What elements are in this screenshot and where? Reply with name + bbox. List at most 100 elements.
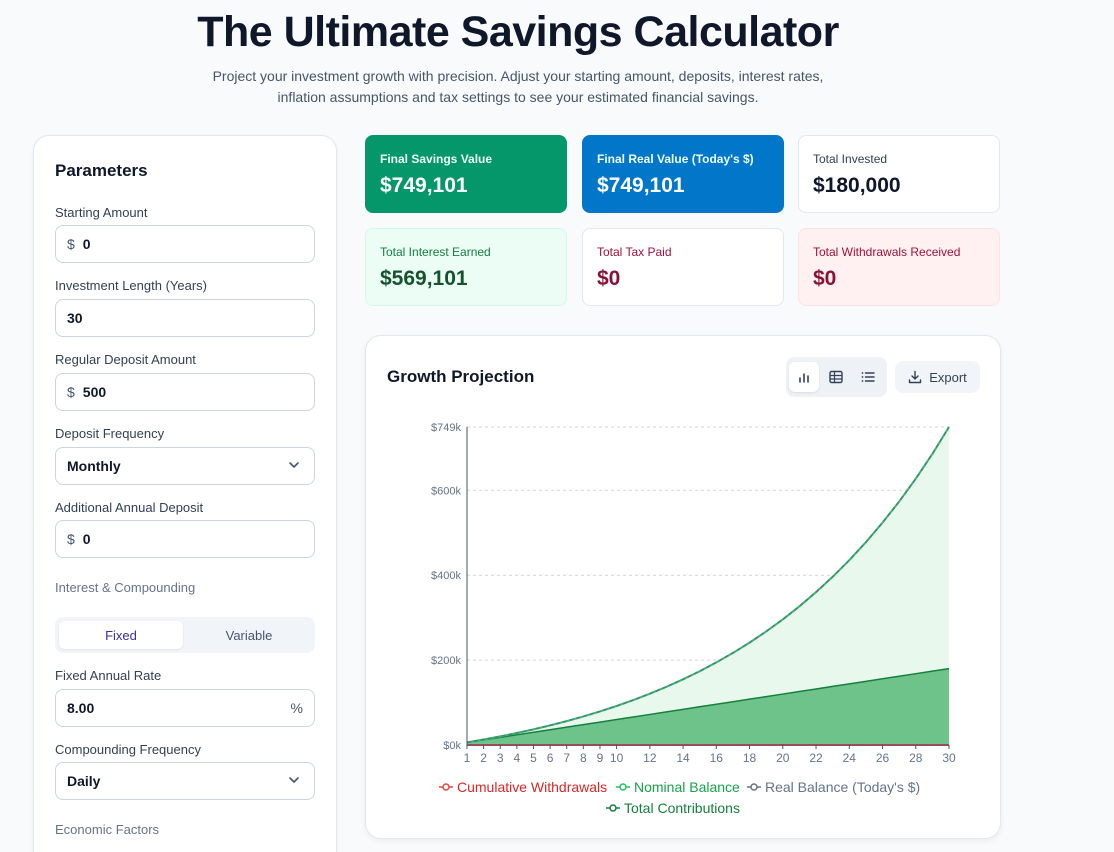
deposit-frequency-select[interactable]: Monthly — [55, 447, 315, 485]
final-savings-card: Final Savings Value $749,101 — [365, 135, 567, 213]
x-tick-label: 20 — [776, 751, 790, 765]
x-tick-label: 6 — [547, 751, 554, 765]
y-tick-label: $749k — [431, 422, 461, 434]
x-tick-label: 8 — [580, 751, 587, 765]
total-contributions-line — [466, 667, 950, 744]
compounding-select[interactable]: Daily — [55, 762, 315, 800]
export-label: Export — [929, 369, 967, 385]
x-tick-label: 5 — [530, 751, 537, 765]
list-view-button[interactable] — [853, 362, 883, 392]
x-tick-label: 22 — [809, 751, 823, 765]
additional-deposit-label: Additional Annual Deposit — [55, 500, 204, 515]
x-tick-label: 7 — [563, 751, 570, 765]
total-invested-label: Total Invested — [813, 152, 888, 166]
percent-suffix: % — [290, 700, 303, 716]
starting-amount-input[interactable]: $ 0 — [55, 225, 315, 263]
x-tick-label: 12 — [643, 751, 657, 765]
starting-amount-value: 0 — [82, 236, 91, 252]
total-withdrawals-label: Total Withdrawals Received — [813, 245, 961, 259]
x-tick-label: 4 — [514, 751, 521, 765]
y-tick-label: $400k — [431, 570, 461, 582]
fixed-rate-label: Fixed Annual Rate — [55, 668, 162, 683]
y-tick-label: $600k — [431, 485, 461, 497]
y-tick-label: $200k — [431, 655, 461, 667]
real-balance-line — [466, 426, 950, 744]
regular-deposit-value: 500 — [82, 384, 107, 400]
x-tick-label: 1 — [464, 751, 471, 765]
growth-projection-panel: Growth Projection Export $0k $200k $400k $6… — [365, 335, 1001, 839]
legend-swatch-marker — [609, 804, 617, 812]
rate-mode-variable[interactable]: Variable — [225, 627, 273, 643]
total-interest-label: Total Interest Earned — [380, 245, 491, 259]
legend-swatch-marker — [750, 783, 758, 791]
chevron-down-icon — [289, 462, 299, 468]
x-tick-label: 10 — [610, 751, 624, 765]
fixed-rate-input[interactable]: 8.00 % — [55, 689, 315, 727]
table-view-button[interactable] — [821, 362, 851, 392]
total-invested-value: $180,000 — [813, 174, 901, 197]
x-tick-label: 9 — [597, 751, 604, 765]
interest-section-label: Interest & Compounding — [55, 580, 196, 595]
total-interest-value: $569,101 — [380, 267, 468, 290]
investment-length-input[interactable]: 30 — [55, 299, 315, 337]
x-tick-label: 2 — [480, 751, 487, 765]
chart-title: Growth Projection — [387, 367, 535, 386]
x-tick-label: 24 — [843, 751, 857, 765]
final-real-value: $749,101 — [597, 174, 685, 197]
legend-label: Real Balance (Today's $) — [765, 779, 920, 795]
additional-deposit-value: 0 — [82, 531, 91, 547]
deposit-frequency-value: Monthly — [67, 458, 121, 474]
x-tick-label: 28 — [909, 751, 923, 765]
regular-deposit-label: Regular Deposit Amount — [55, 352, 196, 367]
x-tick-label: 14 — [676, 751, 690, 765]
investment-length-label: Investment Length (Years) — [55, 278, 207, 293]
currency-prefix: $ — [67, 384, 75, 400]
additional-deposit-input[interactable]: $ 0 — [55, 520, 315, 558]
x-tick-label: 18 — [743, 751, 757, 765]
total-withdrawals-value: $0 — [813, 267, 837, 290]
legend-label: Total Contributions — [624, 800, 740, 816]
final-real-card: Final Real Value (Today's $) $749,101 — [582, 135, 784, 213]
economic-section-label: Economic Factors — [55, 822, 160, 837]
view-toggle — [786, 357, 887, 397]
currency-prefix: $ — [67, 236, 75, 252]
page-title: The Ultimate Savings Calculator — [197, 8, 839, 56]
y-tick-label: $0k — [443, 740, 461, 752]
total-withdrawals-card: Total Withdrawals Received $0 — [798, 228, 1000, 306]
rate-mode-toggle: Fixed Variable — [55, 617, 315, 653]
total-tax-label: Total Tax Paid — [597, 245, 672, 259]
total-invested-card: Total Invested $180,000 — [798, 135, 1000, 213]
table-icon — [829, 370, 843, 384]
chevron-down-icon — [289, 777, 299, 783]
legend-label: Cumulative Withdrawals — [457, 779, 607, 795]
x-tick-label: 3 — [497, 751, 504, 765]
currency-prefix: $ — [67, 531, 75, 547]
x-tick-label: 30 — [942, 751, 956, 765]
x-tick-label: 16 — [710, 751, 724, 765]
investment-length-value: 30 — [67, 310, 83, 326]
compounding-label: Compounding Frequency — [55, 742, 201, 757]
deposit-frequency-label: Deposit Frequency — [55, 426, 165, 441]
regular-deposit-input[interactable]: $ 500 — [55, 373, 315, 411]
final-savings-value: $749,101 — [380, 174, 468, 197]
parameters-panel: Parameters Starting Amount $ 0 Investmen… — [33, 135, 337, 852]
compounding-value: Daily — [67, 773, 101, 789]
total-tax-value: $0 — [597, 267, 621, 290]
download-icon — [909, 370, 922, 384]
starting-amount-label: Starting Amount — [55, 205, 148, 220]
final-savings-label: Final Savings Value — [380, 152, 493, 166]
total-interest-card: Total Interest Earned $569,101 — [365, 228, 567, 306]
legend-swatch-marker — [442, 783, 450, 791]
chart-view-button[interactable] — [789, 362, 819, 392]
bar-chart-icon — [799, 373, 809, 383]
rate-mode-fixed[interactable]: Fixed — [59, 621, 183, 649]
list-icon — [861, 372, 875, 382]
parameters-title: Parameters — [55, 161, 148, 180]
fixed-rate-value: 8.00 — [67, 700, 95, 716]
legend-label: Nominal Balance — [634, 779, 740, 795]
legend-swatch-marker — [619, 783, 627, 791]
nominal-balance-area — [467, 427, 949, 745]
export-button[interactable]: Export — [895, 361, 980, 393]
x-tick-label: 26 — [876, 751, 890, 765]
